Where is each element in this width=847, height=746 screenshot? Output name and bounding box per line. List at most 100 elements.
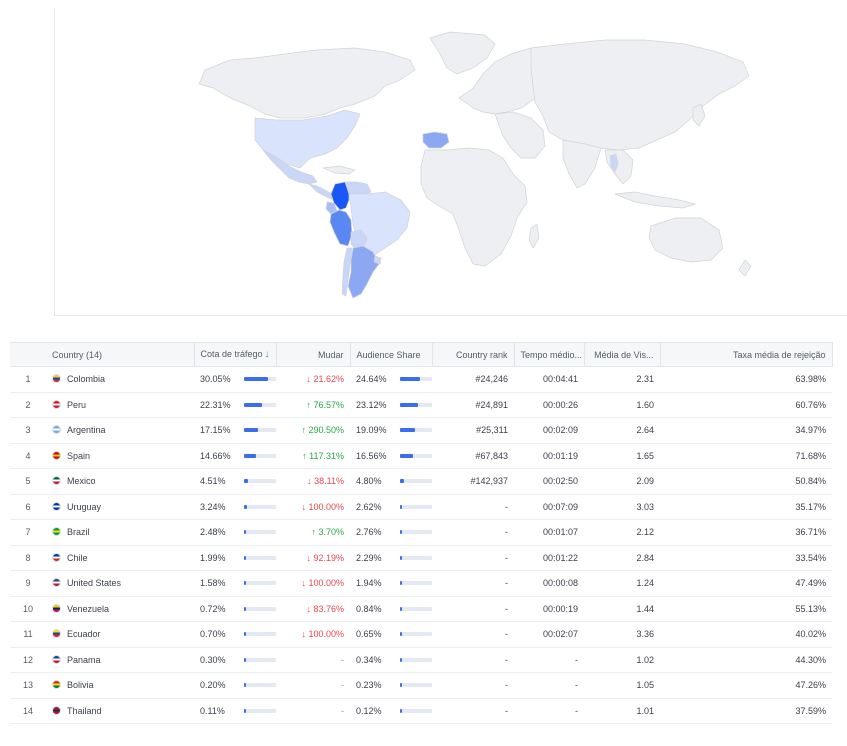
audience-share-bar [400, 708, 432, 713]
audience-share-cell: 2.29% [350, 545, 432, 571]
country-cell[interactable]: Chile [46, 545, 194, 571]
country-rank-cell: - [432, 698, 514, 724]
header-avg-visits[interactable]: Média de Vis... [584, 342, 661, 367]
map-region-spain[interactable] [422, 131, 450, 149]
country-cell[interactable]: Ecuador [46, 621, 194, 648]
audience-share-cell: 0.12% [350, 698, 432, 724]
audience-share-value: 1.94% [356, 578, 382, 589]
country-cell[interactable]: United States [46, 570, 194, 597]
country-cell[interactable]: Panama [46, 647, 194, 673]
map-region-southeast-asia[interactable] [604, 149, 634, 185]
table-row[interactable]: 8 Chile 1.99% ↓ 92.19% 2.29% -00:01:22 2.84 33.… [10, 545, 832, 571]
table-row[interactable]: 10 Venezuela 0.72% ↓ 83.76% 0.84% -00:00:19 1.… [10, 596, 832, 622]
table-row[interactable]: 6 Uruguay 3.24% ↓ 100.00% 2.62% -00:07:09 3.03… [10, 494, 832, 520]
map-region-middle-east[interactable] [494, 111, 546, 159]
world-map[interactable] [55, 8, 847, 316]
country-cell[interactable]: Spain [46, 443, 194, 469]
country-cell[interactable]: Brazil [46, 519, 194, 546]
map-region-caribbean[interactable] [321, 165, 356, 175]
change-cell: ↓ 100.00% [276, 621, 350, 648]
map-region-madagascar[interactable] [528, 223, 540, 249]
header-country-rank[interactable]: Country rank [432, 342, 515, 367]
traffic-share-bar-fill [244, 504, 247, 509]
table-row[interactable]: 12 Panama 0.30% -0.34% - -1.02 44.30% [10, 647, 832, 673]
sort-arrow-down-icon[interactable]: ↓ [264, 349, 270, 360]
country-name[interactable]: Chile [67, 552, 88, 563]
row-index: 4 [10, 443, 46, 469]
map-region-indonesia[interactable] [614, 191, 697, 209]
country-flag-icon [52, 578, 61, 588]
traffic-share-bar-fill [244, 479, 248, 484]
country-cell[interactable]: Bolivia [46, 672, 194, 699]
audience-share-cell: 4.80% [350, 468, 432, 495]
header-bounce-rate[interactable]: Taxa média de rejeição [660, 342, 833, 367]
country-name[interactable]: Spain [67, 450, 91, 461]
traffic-share-value: 14.66% [200, 450, 231, 461]
country-name[interactable]: Peru [67, 399, 87, 410]
audience-share-value: 0.23% [356, 680, 382, 691]
map-region-africa[interactable] [420, 147, 528, 267]
map-region-argentina[interactable] [347, 245, 380, 299]
bounce-rate-cell: 50.84% [660, 468, 832, 495]
country-cell[interactable]: Colombia [46, 366, 194, 393]
table-row[interactable]: 3 Argentina 17.15% ↑ 290.50% 19.09% #25,311 00… [10, 417, 832, 444]
map-region-peru[interactable] [329, 209, 353, 247]
country-name[interactable]: Ecuador [67, 629, 101, 640]
country-name[interactable]: Bolivia [67, 680, 94, 691]
country-name[interactable]: Brazil [67, 527, 90, 538]
header-traffic-share[interactable]: Cota de tráfego ↓ [194, 342, 277, 367]
map-region-japan[interactable] [692, 103, 706, 127]
header-audience-share[interactable]: Audience Share [350, 342, 433, 367]
country-name[interactable]: Mexico [67, 476, 96, 487]
country-name[interactable]: Thailand [67, 705, 102, 716]
country-name[interactable]: Panama [67, 654, 101, 665]
traffic-share-bar-fill [244, 555, 246, 560]
country-cell[interactable]: Thailand [46, 698, 194, 724]
header-avg-time[interactable]: Tempo médio... [514, 342, 585, 367]
country-cell[interactable]: Venezuela [46, 596, 194, 622]
table-row[interactable]: 11 Ecuador 0.70% ↓ 100.00% 0.65% -00:02:07 3.3… [10, 621, 832, 648]
map-region-mexico[interactable] [262, 149, 318, 185]
traffic-share-bar [244, 504, 276, 509]
audience-share-value: 16.56% [356, 450, 387, 461]
audience-share-cell: 19.09% [350, 417, 432, 444]
map-region-united-states[interactable] [254, 109, 361, 169]
map-region-uruguay[interactable] [373, 255, 382, 265]
traffic-share-bar [244, 453, 276, 458]
map-region-new-zealand[interactable] [738, 259, 752, 277]
table-row[interactable]: 5 Mexico 4.51% ↓ 38.11% 4.80% #142,937 00:02:5… [10, 468, 832, 495]
map-region-thailand[interactable] [609, 153, 619, 173]
map-region-canada-alaska[interactable] [198, 47, 416, 119]
bounce-rate-cell: 47.26% [660, 672, 832, 699]
traffic-share-value: 0.72% [200, 603, 226, 614]
table-row[interactable]: 1 Colombia 30.05% ↓ 21.62% 24.64% #24,246 00:0… [10, 366, 832, 393]
audience-share-bar-fill [400, 632, 402, 637]
table-row[interactable]: 14 Thailand 0.11% -0.12% - -1.01 37.59% [10, 698, 832, 724]
traffic-share-bar [244, 708, 276, 713]
table-row[interactable]: 4 Spain 14.66% ↑ 117.31% 16.56% #67,843 00:01:… [10, 443, 832, 469]
country-cell[interactable]: Argentina [46, 417, 194, 444]
country-cell[interactable]: Mexico [46, 468, 194, 495]
table-row[interactable]: 7 Brazil 2.48% ↑ 3.70% 2.76% -00:01:07 2.12 36.… [10, 519, 832, 546]
traffic-share-value: 0.11% [200, 705, 225, 716]
country-name[interactable]: Venezuela [67, 603, 110, 614]
bounce-rate-cell: 33.54% [660, 545, 832, 571]
table-row[interactable]: 2 Peru 22.31% ↑ 76.57% 23.12% #24,891 00:00:26… [10, 392, 832, 418]
country-cell[interactable]: Peru [46, 392, 194, 418]
map-region-australia[interactable] [648, 217, 724, 263]
header-change[interactable]: Mudar [276, 342, 351, 367]
map-region-greenland[interactable] [429, 31, 496, 75]
traffic-share-cell: 0.30% [194, 647, 276, 673]
map-region-india[interactable] [562, 139, 602, 189]
bounce-rate-cell: 36.71% [660, 519, 832, 546]
country-name[interactable]: Colombia [67, 374, 106, 385]
map-region-chile[interactable] [341, 247, 353, 297]
country-name[interactable]: United States [67, 578, 122, 589]
table-row[interactable]: 9 United States 1.58% ↓ 100.00% 1.94% -00:00:… [10, 570, 832, 597]
country-name[interactable]: Uruguay [67, 501, 102, 512]
header-country[interactable]: Country (14) [46, 342, 195, 367]
table-row[interactable]: 13 Bolivia 0.20% -0.23% - -1.05 47.26% [10, 672, 832, 699]
country-name[interactable]: Argentina [67, 425, 106, 436]
map-region-asia[interactable] [530, 39, 750, 151]
country-cell[interactable]: Uruguay [46, 494, 194, 520]
